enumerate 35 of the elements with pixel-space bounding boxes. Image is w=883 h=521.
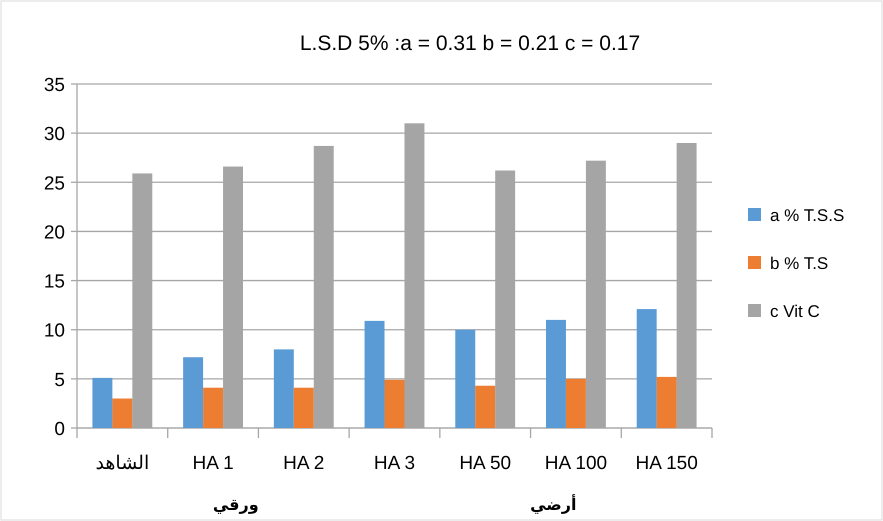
x-tick-label: HA 100 bbox=[544, 453, 608, 474]
text: ورقي bbox=[212, 495, 259, 514]
y-tick-label: 20 bbox=[44, 222, 65, 244]
chart-title: L.S.D 5% :a = 0.31 b = 0.21 c = 0.17 bbox=[300, 32, 640, 55]
bar bbox=[203, 388, 224, 428]
bar bbox=[455, 330, 476, 428]
x-tick-label: HA 50 bbox=[459, 453, 512, 474]
bar bbox=[636, 309, 657, 428]
y-tick-label: 25 bbox=[44, 173, 65, 194]
y-tick-label: 30 bbox=[44, 124, 65, 146]
x-tick-label: HA 150 bbox=[635, 453, 698, 474]
legend-label: c Vit C bbox=[770, 302, 820, 321]
bar bbox=[566, 378, 586, 428]
bar bbox=[364, 320, 385, 428]
bar bbox=[92, 378, 112, 428]
y-tick-label: 15 bbox=[44, 272, 65, 293]
x-tick-label: HA 2 bbox=[283, 453, 324, 474]
bar bbox=[183, 357, 204, 428]
legend-label: a % T.S.S bbox=[770, 206, 844, 225]
bar bbox=[274, 349, 294, 428]
x-tick-label: HA 1 bbox=[192, 453, 234, 474]
legend-label: b % T.S bbox=[770, 254, 828, 273]
y-tick-label: 35 bbox=[44, 75, 65, 96]
y-tick-label: 5 bbox=[54, 370, 65, 391]
bar bbox=[475, 386, 496, 428]
bar bbox=[546, 320, 566, 428]
text: أرضي bbox=[530, 494, 576, 514]
x-tick-label: HA 3 bbox=[374, 453, 416, 474]
x-tick-label: الشاهد bbox=[95, 453, 150, 474]
y-tick-label: 0 bbox=[54, 419, 65, 440]
bar bbox=[294, 388, 314, 428]
bar bbox=[112, 398, 132, 428]
y-tick-label: 10 bbox=[44, 320, 65, 342]
bar bbox=[656, 376, 677, 428]
bar bbox=[384, 380, 404, 428]
